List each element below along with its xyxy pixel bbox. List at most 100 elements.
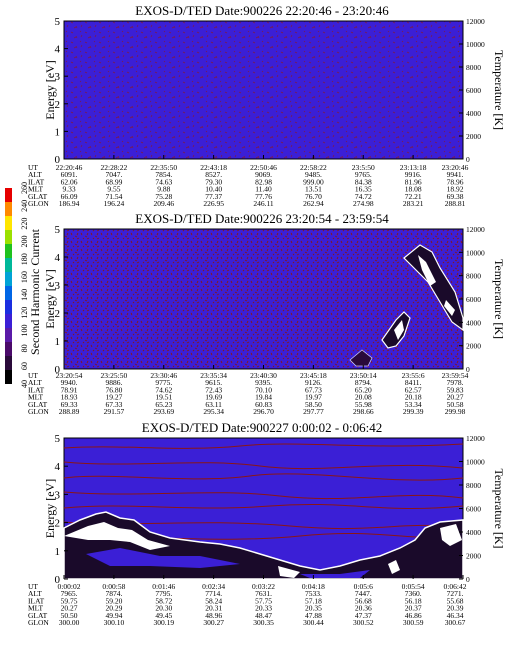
orbit-value: 0:00:58 <box>102 582 125 591</box>
orbit-value: 6091. <box>61 170 78 179</box>
panel-1-title: EXOS-D/TED Date:900226 22:20:46 - 23:20:… <box>135 3 389 18</box>
orbit-value: 72.21 <box>405 192 422 201</box>
orbit-value: 300.19 <box>153 618 174 627</box>
orbit-value: 81.96 <box>405 177 422 186</box>
orbit-value: 13.51 <box>305 185 322 194</box>
colorbar-tick-label: 40 <box>20 380 29 388</box>
orbit-value: 8411. <box>405 378 422 387</box>
orbit-value: 7271. <box>447 589 464 598</box>
orbit-value: 8794. <box>355 378 372 387</box>
temperature-tick-label: 0 <box>466 575 470 584</box>
orbit-value: 999.00 <box>303 177 324 186</box>
orbit-value: 9886. <box>105 378 122 387</box>
orbit-value: 23:35:34 <box>200 371 227 380</box>
energy-tick-label: 4 <box>55 252 61 264</box>
orbit-value: 9.33 <box>62 185 75 194</box>
orbit-value: 70.10 <box>255 385 272 394</box>
energy-tick-label: 4 <box>55 461 61 473</box>
orbit-value: 23:59:54 <box>442 371 469 380</box>
orbit-value: 22:58:22 <box>300 163 327 172</box>
orbit-value: 0:00:02 <box>58 582 81 591</box>
orbit-value: 58.50 <box>305 400 322 409</box>
orbit-value: 262.94 <box>303 199 324 208</box>
temperature-tick-label: 0 <box>466 365 470 374</box>
orbit-value: 0:02:34 <box>202 582 225 591</box>
orbit-value: 0:06:42 <box>444 582 467 591</box>
orbit-value: 67.73 <box>305 385 322 394</box>
orbit-value: 75.28 <box>155 192 172 201</box>
orbit-value: 23:30:46 <box>150 371 177 380</box>
energy-tick-label: 0 <box>55 574 61 586</box>
orbit-row-label: GLAT <box>28 192 48 201</box>
orbit-value: 55.68 <box>447 596 464 605</box>
orbit-value: 82.98 <box>255 177 272 186</box>
orbit-value: 78.96 <box>447 177 464 186</box>
temperature-axis-label: Temperature [K] <box>492 50 505 130</box>
temperature-tick-label: 6000 <box>466 295 481 304</box>
orbit-value: 16.35 <box>355 185 372 194</box>
colorbar-tick-label: 60 <box>20 362 29 370</box>
orbit-value: 8527. <box>205 170 222 179</box>
orbit-value: 300.59 <box>403 618 424 627</box>
orbit-value: 7447. <box>355 589 372 598</box>
panel-2: EXOS-D/TED Date:900226 23:20:54 - 23:59:… <box>63 211 464 370</box>
orbit-value: 65.20 <box>355 385 372 394</box>
colorbar-segment <box>5 272 12 286</box>
orbit-value: 63.11 <box>205 400 222 409</box>
colorbar-tick-label: 80 <box>20 344 29 352</box>
colorbar-segment <box>5 202 12 216</box>
colorbar-segment <box>5 286 12 300</box>
orbit-value: 283.21 <box>403 199 424 208</box>
orbit-row-label: UT <box>28 582 38 591</box>
energy-tick-label: 5 <box>55 224 61 236</box>
panel-3: EXOS-D/TED Date:900227 0:00:02 - 0:06:42 <box>63 420 464 580</box>
energy-tick-label: 1 <box>55 336 61 348</box>
orbit-value: 49.94 <box>105 611 122 620</box>
orbit-value: 20.27 <box>61 604 78 613</box>
energy-tick-label: 1 <box>55 546 61 558</box>
colorbar-segment <box>5 356 12 370</box>
orbit-value: 226.95 <box>203 199 224 208</box>
orbit-value: 186.94 <box>59 199 80 208</box>
orbit-value: 49.45 <box>155 611 172 620</box>
temperature-tick-label: 8000 <box>466 481 481 490</box>
orbit-value: 9069. <box>255 170 272 179</box>
energy-tick-label: 5 <box>55 433 61 445</box>
temperature-tick-label: 2000 <box>466 132 481 141</box>
orbit-value: 0:01:46 <box>152 582 175 591</box>
orbit-row-label: MLT <box>28 604 44 613</box>
orbit-value: 22:35:50 <box>150 163 177 172</box>
orbit-value: 297.77 <box>303 407 324 416</box>
temperature-tick-label: 4000 <box>466 109 481 118</box>
orbit-value: 0:05:6 <box>354 582 373 591</box>
orbit-value: 56.68 <box>355 596 372 605</box>
colorbar-segment <box>5 244 12 258</box>
orbit-value: 66.09 <box>61 192 78 201</box>
temperature-tick-label: 4000 <box>466 528 481 537</box>
colorbar-segment <box>5 314 12 328</box>
colorbar-segment <box>5 258 12 272</box>
colorbar-tick-label: 260 <box>20 182 29 194</box>
orbit-value: 9765. <box>355 170 372 179</box>
orbit-value: 300.00 <box>59 618 80 627</box>
orbit-value: 9.88 <box>157 185 170 194</box>
orbit-value: 20.30 <box>155 604 172 613</box>
orbit-row-label: MLT <box>28 185 44 194</box>
panel-2-title: EXOS-D/TED Date:900226 23:20:54 - 23:59:… <box>135 211 389 226</box>
energy-tick-label: 0 <box>55 154 61 166</box>
orbit-value: 23:50:14 <box>350 371 377 380</box>
energy-tick-label: 1 <box>55 126 61 138</box>
orbit-value: 79.30 <box>205 177 222 186</box>
orbit-value: 47.88 <box>305 611 322 620</box>
orbit-value: 7047. <box>105 170 122 179</box>
temperature-axis-label: Temperature [K] <box>492 468 505 548</box>
orbit-value: 74.63 <box>155 177 172 186</box>
orbit-value: 77.76 <box>255 192 272 201</box>
orbit-row-label: ALT <box>28 378 42 387</box>
energy-axis-label: Energy [eV] <box>43 269 57 328</box>
orbit-value: 20.31 <box>205 604 222 613</box>
panel-1-plot-area <box>63 20 464 160</box>
orbit-value: 9126. <box>305 378 322 387</box>
colorbar-label: Second Harmonic Current <box>28 228 42 355</box>
